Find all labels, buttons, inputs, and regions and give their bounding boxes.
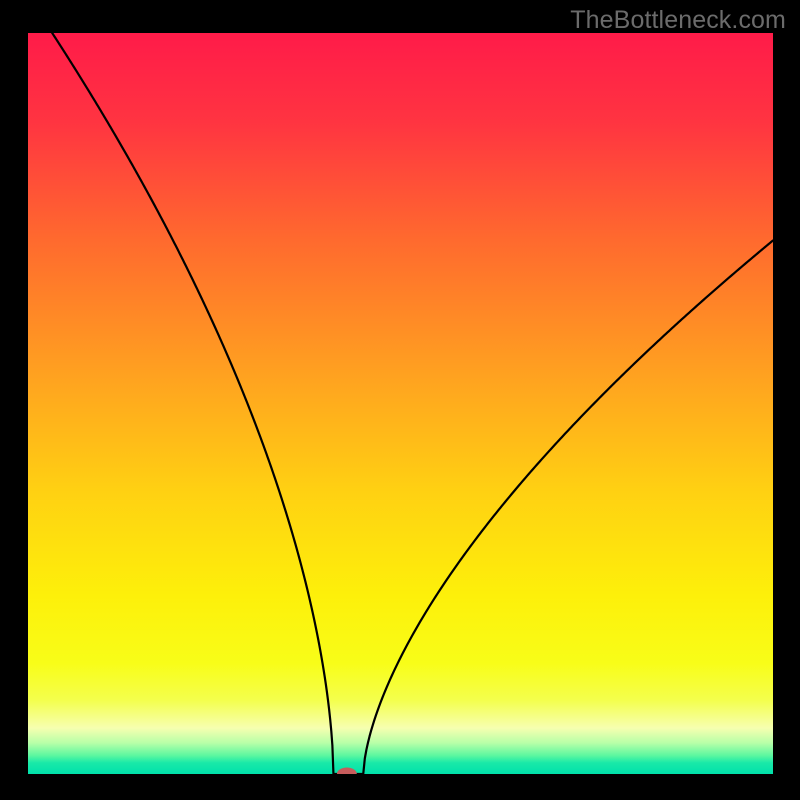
watermark-text: TheBottleneck.com bbox=[570, 6, 786, 35]
chart-background bbox=[28, 33, 773, 774]
chart-svg bbox=[28, 33, 773, 774]
bottleneck-chart bbox=[28, 33, 773, 774]
chart-frame: TheBottleneck.com bbox=[0, 0, 800, 800]
